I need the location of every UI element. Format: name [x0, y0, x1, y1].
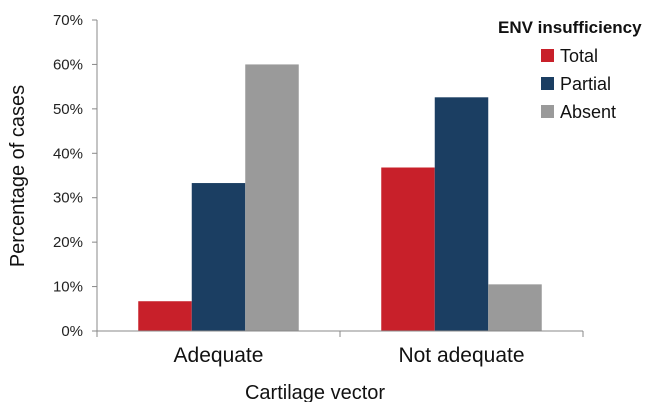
legend-label-total: Total [560, 46, 598, 66]
y-tick-label: 0% [61, 323, 83, 340]
bar-absent-not-adequate [488, 284, 542, 331]
bar-total-adequate [138, 301, 192, 331]
y-tick-label: 20% [53, 234, 83, 251]
legend-swatch-absent [541, 105, 554, 118]
legend: ENV insufficiency Total Partial Absent [498, 18, 642, 122]
category-labels: Adequate Not adequate [174, 344, 525, 367]
legend-label-absent: Absent [560, 102, 616, 122]
bars [138, 64, 542, 331]
y-tick-label: 10% [53, 279, 83, 296]
category-label: Not adequate [398, 344, 524, 367]
bar-partial-adequate [191, 183, 246, 331]
bar-absent-adequate [245, 64, 299, 331]
bar-partial-not-adequate [434, 97, 489, 331]
category-label: Adequate [174, 344, 264, 367]
x-axis-ticks [96, 331, 584, 337]
y-axis-ticks: 0% 10% 20% 30% 40% 50% 60% 70% [53, 12, 97, 340]
y-tick-label: 70% [53, 12, 83, 29]
legend-title: ENV insufficiency [498, 18, 642, 37]
legend-swatch-partial [541, 77, 554, 90]
y-tick-label: 60% [53, 56, 83, 73]
y-axis-title: Percentage of cases [7, 85, 29, 267]
y-tick-label: 30% [53, 190, 83, 207]
bar-total-not-adequate [381, 167, 435, 331]
y-tick-label: 50% [53, 101, 83, 118]
y-tick-label: 40% [53, 145, 83, 162]
legend-label-partial: Partial [560, 74, 611, 94]
x-axis-title: Cartilage vector [245, 382, 385, 402]
legend-swatch-total [541, 49, 554, 62]
